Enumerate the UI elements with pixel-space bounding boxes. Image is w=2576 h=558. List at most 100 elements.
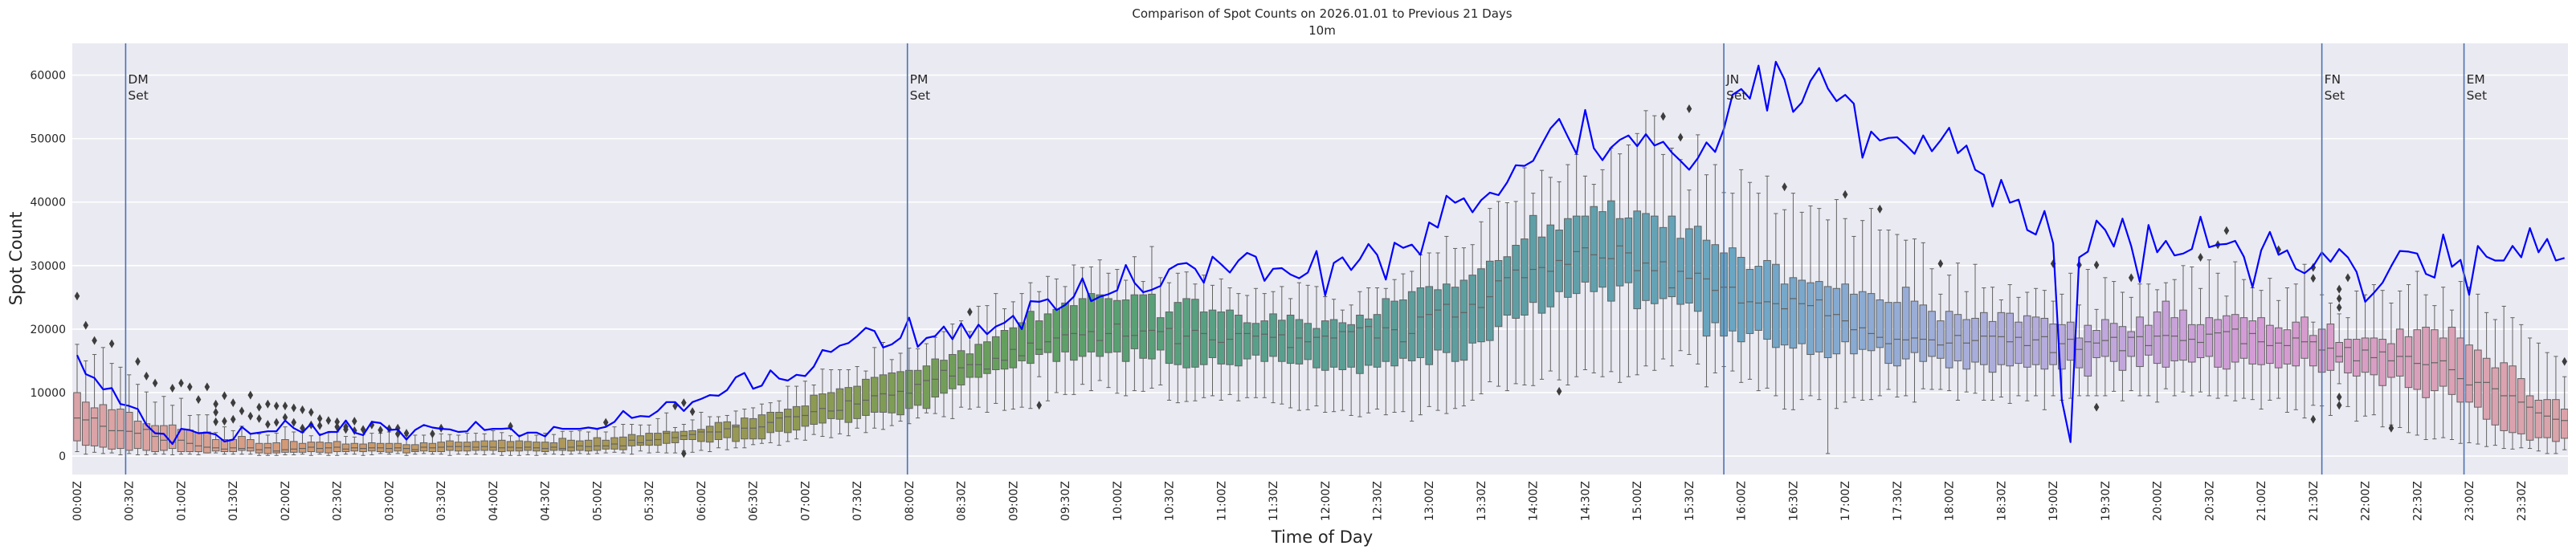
box bbox=[1485, 208, 1494, 383]
x-tick-label: 10:00Z bbox=[1112, 481, 1125, 521]
box-iqr bbox=[515, 440, 524, 452]
box-iqr bbox=[2266, 324, 2274, 365]
chart-title: Comparison of Spot Counts on 2026.01.01 … bbox=[1132, 6, 1512, 21]
box-iqr bbox=[1217, 312, 1226, 365]
box bbox=[1217, 278, 1226, 401]
box bbox=[1443, 235, 1451, 414]
box bbox=[1711, 164, 1720, 373]
box bbox=[913, 348, 922, 419]
outlier-point bbox=[1677, 132, 1684, 142]
box-iqr bbox=[1529, 214, 1537, 303]
box-iqr bbox=[446, 440, 454, 451]
box-iqr bbox=[2274, 327, 2283, 369]
box bbox=[2223, 226, 2231, 397]
box bbox=[1477, 221, 1485, 395]
outlier-point bbox=[265, 420, 271, 430]
box-iqr bbox=[2239, 317, 2248, 359]
box bbox=[1884, 230, 1892, 390]
box bbox=[896, 352, 904, 422]
box-iqr bbox=[2040, 317, 2049, 370]
box bbox=[1087, 266, 1096, 392]
box bbox=[618, 424, 627, 454]
box bbox=[2187, 266, 2196, 397]
x-axis-ticks: 00:00Z 00:30Z 01:00Z 01:30Z 02:00Z 02:30Z 03:0… bbox=[71, 481, 2529, 521]
marker-label: Set bbox=[910, 88, 930, 103]
box bbox=[1451, 247, 1459, 409]
box-iqr bbox=[1468, 275, 1476, 344]
box bbox=[2560, 356, 2568, 450]
box bbox=[489, 430, 497, 455]
outlier-point bbox=[672, 401, 678, 411]
box bbox=[1745, 181, 1754, 380]
box-iqr bbox=[1373, 314, 1382, 368]
box-iqr bbox=[870, 377, 879, 413]
y-tick-label: 50000 bbox=[30, 133, 66, 146]
box-iqr bbox=[2084, 324, 2092, 377]
box bbox=[2422, 294, 2430, 441]
box-iqr bbox=[2509, 365, 2517, 434]
box-iqr bbox=[1009, 327, 1018, 369]
box-iqr bbox=[2187, 324, 2196, 363]
box bbox=[480, 433, 488, 455]
outlier-point bbox=[325, 416, 332, 426]
box bbox=[1243, 295, 1251, 398]
box-iqr bbox=[1260, 320, 1269, 362]
box-iqr bbox=[2447, 327, 2456, 395]
box-iqr bbox=[948, 354, 957, 389]
box bbox=[1876, 204, 1884, 397]
box bbox=[446, 434, 454, 456]
marker-label: Set bbox=[1726, 88, 1746, 103]
box bbox=[2352, 290, 2361, 422]
outlier-point bbox=[1842, 189, 1848, 199]
box bbox=[2552, 356, 2560, 454]
x-tick-label: 22:00Z bbox=[2360, 481, 2373, 521]
x-tick-label: 09:30Z bbox=[1059, 481, 1072, 521]
box bbox=[1980, 287, 1988, 401]
outlier-point bbox=[230, 414, 236, 424]
box-iqr bbox=[1798, 279, 1806, 344]
outlier-point bbox=[378, 426, 383, 435]
box bbox=[1668, 147, 1676, 367]
marker-label: JN bbox=[1725, 72, 1739, 87]
box-iqr bbox=[272, 442, 280, 454]
box-iqr bbox=[1642, 213, 1650, 301]
box bbox=[2439, 287, 2447, 438]
box bbox=[333, 417, 341, 456]
box-iqr bbox=[2378, 339, 2386, 386]
box-iqr bbox=[1416, 287, 1425, 358]
box bbox=[1425, 252, 1434, 407]
box bbox=[567, 430, 575, 455]
box bbox=[697, 411, 705, 451]
box-iqr bbox=[749, 417, 757, 440]
box-iqr bbox=[289, 441, 298, 453]
y-tick-label: 60000 bbox=[30, 70, 66, 83]
box-iqr bbox=[1182, 298, 1190, 369]
box bbox=[1235, 293, 1243, 401]
box bbox=[853, 366, 861, 429]
box-iqr bbox=[2196, 324, 2205, 358]
box bbox=[1434, 252, 1442, 411]
box bbox=[1763, 175, 1771, 389]
box bbox=[1962, 291, 1971, 393]
outlier-point bbox=[273, 401, 280, 411]
box bbox=[1650, 115, 1659, 371]
y-tick-label: 10000 bbox=[30, 387, 66, 400]
box bbox=[1061, 286, 1069, 395]
outlier-point bbox=[247, 411, 254, 421]
box bbox=[2491, 319, 2500, 446]
x-tick-label: 13:00Z bbox=[1423, 481, 1436, 521]
outlier-point bbox=[178, 378, 184, 388]
box bbox=[602, 417, 610, 454]
outlier-point bbox=[681, 449, 687, 458]
box-iqr bbox=[1043, 313, 1052, 353]
box-iqr bbox=[2552, 399, 2560, 442]
box-iqr bbox=[2179, 309, 2187, 361]
box bbox=[506, 422, 515, 456]
box bbox=[1356, 291, 1364, 417]
outlier-point bbox=[343, 425, 349, 434]
outlier-point bbox=[291, 403, 297, 413]
x-tick-label: 19:00Z bbox=[2047, 481, 2060, 521]
box bbox=[289, 403, 298, 455]
box-iqr bbox=[151, 425, 159, 453]
box bbox=[2136, 283, 2144, 397]
